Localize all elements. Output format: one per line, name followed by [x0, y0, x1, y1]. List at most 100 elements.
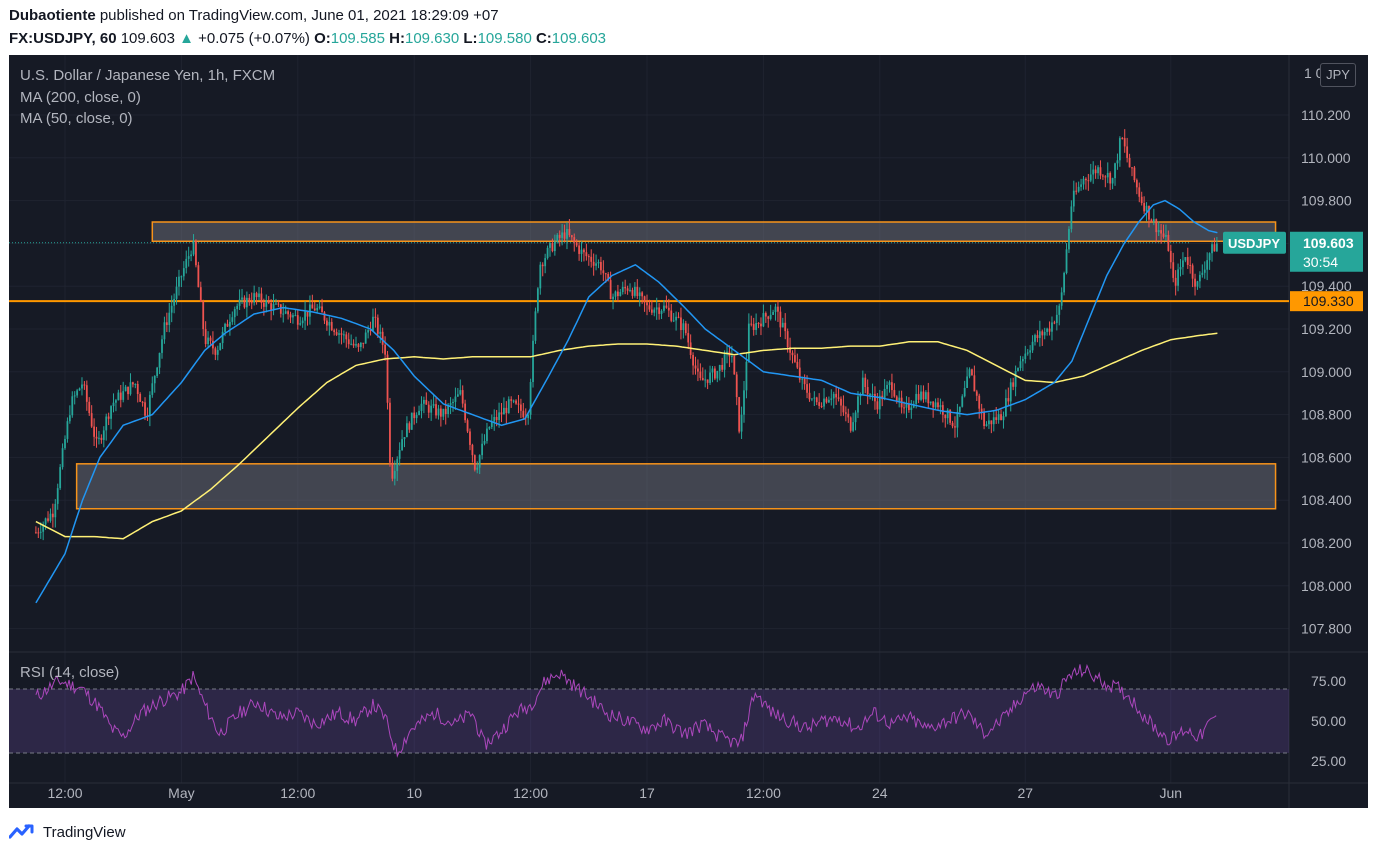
candle-body: [1038, 331, 1041, 338]
candle-body: [258, 293, 260, 298]
candle-body: [335, 332, 338, 335]
candle-body: [98, 437, 100, 439]
candle-body: [730, 356, 733, 358]
candle-body: [534, 311, 537, 341]
legend-ma200[interactable]: MA (200, close, 0): [20, 89, 141, 106]
candle-body: [282, 313, 285, 315]
candle-body: [306, 311, 309, 317]
candle-body: [229, 321, 231, 327]
candle-body: [284, 311, 287, 314]
candle-body: [182, 268, 185, 277]
candle-body: [1009, 382, 1012, 402]
candle-body: [510, 399, 513, 401]
candle-body: [44, 518, 47, 525]
candle-body: [927, 392, 930, 404]
symbol-tag-bg: [1223, 231, 1286, 254]
candle-body: [425, 399, 428, 405]
price-value: 109.603: [120, 30, 175, 47]
candle-body: [362, 342, 365, 344]
candle-body: [1121, 138, 1124, 140]
candle-body: [102, 430, 105, 440]
time-tick-label: 10: [406, 785, 422, 801]
candle-body: [115, 400, 117, 403]
candle-body: [755, 323, 758, 330]
candle-body: [1046, 328, 1049, 332]
candle-body: [675, 316, 677, 321]
candle-body: [469, 431, 471, 445]
candle-body: [762, 313, 765, 327]
candle-body: [1128, 157, 1131, 168]
candle-body: [507, 399, 510, 414]
candle-body: [811, 398, 813, 400]
candle-body: [374, 316, 377, 318]
candle-body: [165, 322, 168, 325]
candle-body: [226, 323, 229, 327]
ohlc-header: FX:USDJPY, 60 109.603 ▲ +0.075 (+0.07%) …: [9, 30, 606, 47]
candle-body: [941, 405, 944, 415]
candle-body: [221, 331, 224, 344]
candle-body: [68, 415, 71, 422]
time-tick-label: 12:00: [47, 785, 82, 801]
candle-body: [903, 407, 905, 409]
rsi-tick-label: 75.00: [1311, 673, 1346, 689]
candle-body: [277, 303, 280, 305]
candle-body: [520, 404, 522, 411]
candle-body: [735, 374, 738, 398]
high-label: H:: [389, 30, 405, 47]
candle-body: [1051, 322, 1053, 332]
legend-rsi[interactable]: RSI (14, close): [20, 664, 120, 681]
candle-body: [1194, 278, 1196, 287]
candle-body: [937, 402, 939, 408]
candle-body: [604, 273, 607, 275]
candle-body: [454, 396, 457, 402]
candle-body: [733, 356, 736, 375]
candle-body: [51, 513, 54, 518]
candle-body: [461, 390, 464, 404]
candle-body: [1097, 167, 1099, 174]
candle-body: [328, 321, 331, 326]
candle-body: [772, 312, 774, 315]
candle-body: [1075, 190, 1078, 192]
last-price-tag-bg: [1290, 231, 1363, 272]
candle-body: [369, 330, 372, 332]
chart-canvas[interactable]: 110.200110.000109.800109.600109.400109.2…: [9, 55, 1368, 808]
candle-body: [665, 305, 668, 308]
low-value: 109.580: [477, 30, 532, 47]
candle-body: [481, 443, 483, 456]
candle-body: [340, 333, 343, 335]
candle-body: [1152, 219, 1155, 222]
candle-body: [774, 306, 777, 313]
legend-ma50[interactable]: MA (50, close, 0): [20, 110, 133, 127]
candle-body: [406, 423, 408, 438]
candle-body: [827, 399, 830, 403]
candle-body: [294, 315, 297, 317]
currency-button[interactable]: JPY: [1320, 63, 1356, 87]
candle-body: [352, 343, 355, 346]
candle-body: [718, 364, 721, 371]
candle-body: [633, 286, 636, 296]
candle-body: [1150, 219, 1153, 222]
author-name[interactable]: Dubaotiente: [9, 7, 96, 24]
candle-body: [609, 280, 612, 300]
candle-body: [323, 312, 326, 321]
candle-body: [697, 368, 699, 372]
candle-body: [105, 416, 108, 431]
candle-body: [517, 403, 520, 405]
candle-body: [767, 316, 770, 319]
candle-body: [1092, 169, 1095, 175]
candle-body: [893, 390, 896, 397]
candle-body: [752, 324, 755, 330]
candle-body: [1206, 260, 1209, 270]
candle-body: [100, 437, 103, 440]
candle-body: [255, 293, 258, 298]
candle-body: [245, 297, 248, 308]
candle-body: [939, 405, 942, 408]
candle-body: [958, 406, 961, 412]
candle-body: [478, 455, 481, 468]
price-tick-label: 110.200: [1301, 107, 1351, 123]
candle-body: [71, 396, 74, 416]
legend-title: U.S. Dollar / Japanese Yen, 1h, FXCM: [20, 67, 276, 84]
chart-area[interactable]: 110.200110.000109.800109.600109.400109.2…: [9, 55, 1368, 808]
candle-body: [456, 394, 459, 397]
candle-body: [1021, 359, 1024, 362]
